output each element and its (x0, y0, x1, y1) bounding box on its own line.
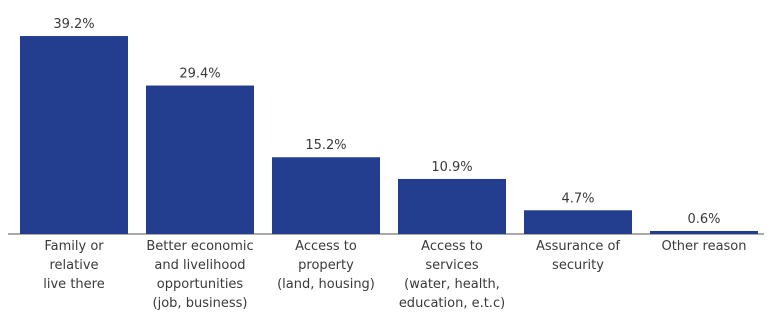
category-label-1-line-0: Better economic (146, 239, 253, 254)
bar-2 (272, 157, 380, 234)
value-label-2: 15.2% (305, 138, 346, 153)
category-label-2-line-1: property (298, 258, 354, 273)
bars-group (20, 36, 758, 234)
category-label-3-line-2: (water, health, (404, 277, 500, 292)
value-label-4: 4.7% (561, 191, 594, 206)
bar-5 (650, 230, 758, 234)
category-label-5-line-0: Other reason (661, 239, 746, 254)
category-label-0-line-0: Family or (44, 239, 104, 254)
value-label-0: 39.2% (53, 17, 94, 32)
bar-1 (146, 85, 254, 234)
bar-0 (20, 36, 128, 234)
category-label-2-line-0: Access to (295, 239, 357, 254)
category-label-3-line-1: services (425, 258, 479, 273)
value-label-5: 0.6% (687, 212, 720, 227)
category-labels-group: Family or relative live there Better econom… (43, 239, 746, 311)
category-label-1-line-1: and livelihood (154, 258, 245, 273)
category-label-3-line-0: Access to (421, 239, 483, 254)
category-label-1-line-3: (job, business) (153, 296, 248, 311)
category-label-0-line-2: live there (43, 277, 104, 292)
category-label-4-line-1: security (552, 258, 604, 273)
bar-4 (524, 210, 632, 234)
category-label-3-line-3: education, e.t.c) (399, 296, 505, 311)
bar-3 (398, 178, 506, 234)
category-label-2-line-2: (land, housing) (277, 277, 375, 292)
value-labels-group: 39.2% 29.4% 15.2% 10.9% 4.7% 0.6% (53, 17, 720, 227)
value-label-1: 29.4% (179, 67, 220, 82)
category-label-0-line-1: relative (49, 258, 98, 273)
category-label-1-line-2: opportunities (157, 277, 244, 292)
value-label-3: 10.9% (431, 160, 472, 175)
category-label-4-line-0: Assurance of (536, 239, 620, 254)
